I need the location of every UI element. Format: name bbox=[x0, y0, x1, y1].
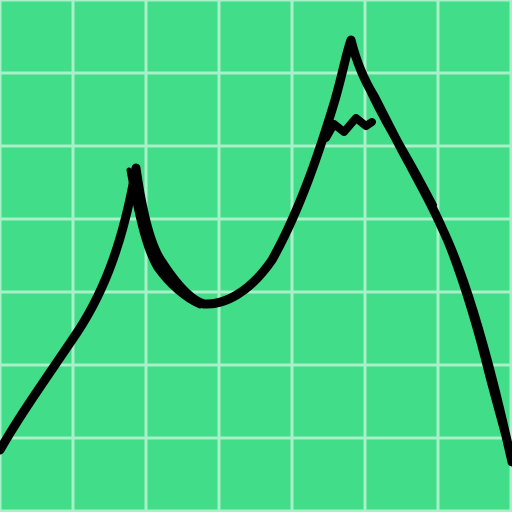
mountain-outline-icon bbox=[0, 35, 512, 467]
summit-zigzag bbox=[322, 114, 376, 142]
left-peak-shading bbox=[126, 167, 203, 309]
right-slope-shading bbox=[357, 67, 437, 208]
right-lower-shading bbox=[437, 222, 512, 465]
